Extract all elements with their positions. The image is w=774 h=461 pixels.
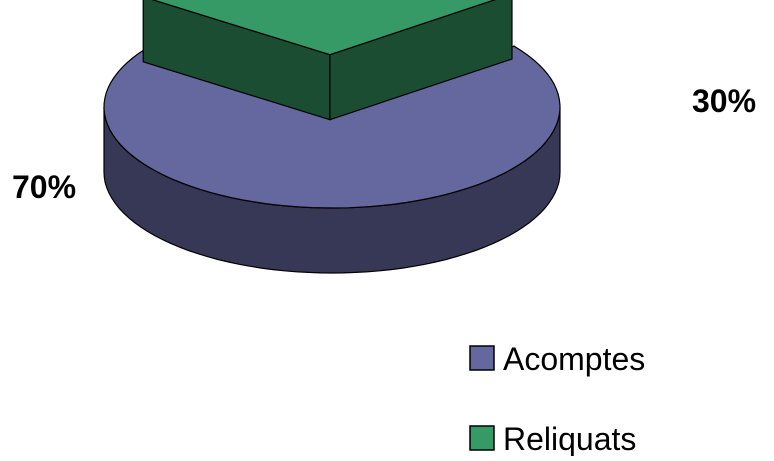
pie-slice-acomptes bbox=[103, 45, 561, 274]
data-label-acomptes: 70% bbox=[12, 169, 76, 205]
legend-swatch bbox=[469, 425, 495, 451]
pie-labels: 70% 30% bbox=[12, 83, 756, 205]
pie-slices bbox=[103, 0, 561, 274]
legend-swatch bbox=[469, 345, 495, 371]
pie-slice-reliquats bbox=[142, 0, 513, 121]
legend-item-reliquats: Reliquats bbox=[469, 421, 636, 457]
legend: Acomptes Reliquats bbox=[469, 341, 645, 457]
legend-label: Acomptes bbox=[503, 341, 645, 377]
slice-top bbox=[151, 0, 496, 56]
legend-label: Reliquats bbox=[503, 421, 636, 456]
data-label-reliquats: 30% bbox=[692, 83, 756, 119]
slice-top bbox=[103, 45, 561, 209]
legend-item-acomptes: Acomptes bbox=[469, 341, 645, 377]
